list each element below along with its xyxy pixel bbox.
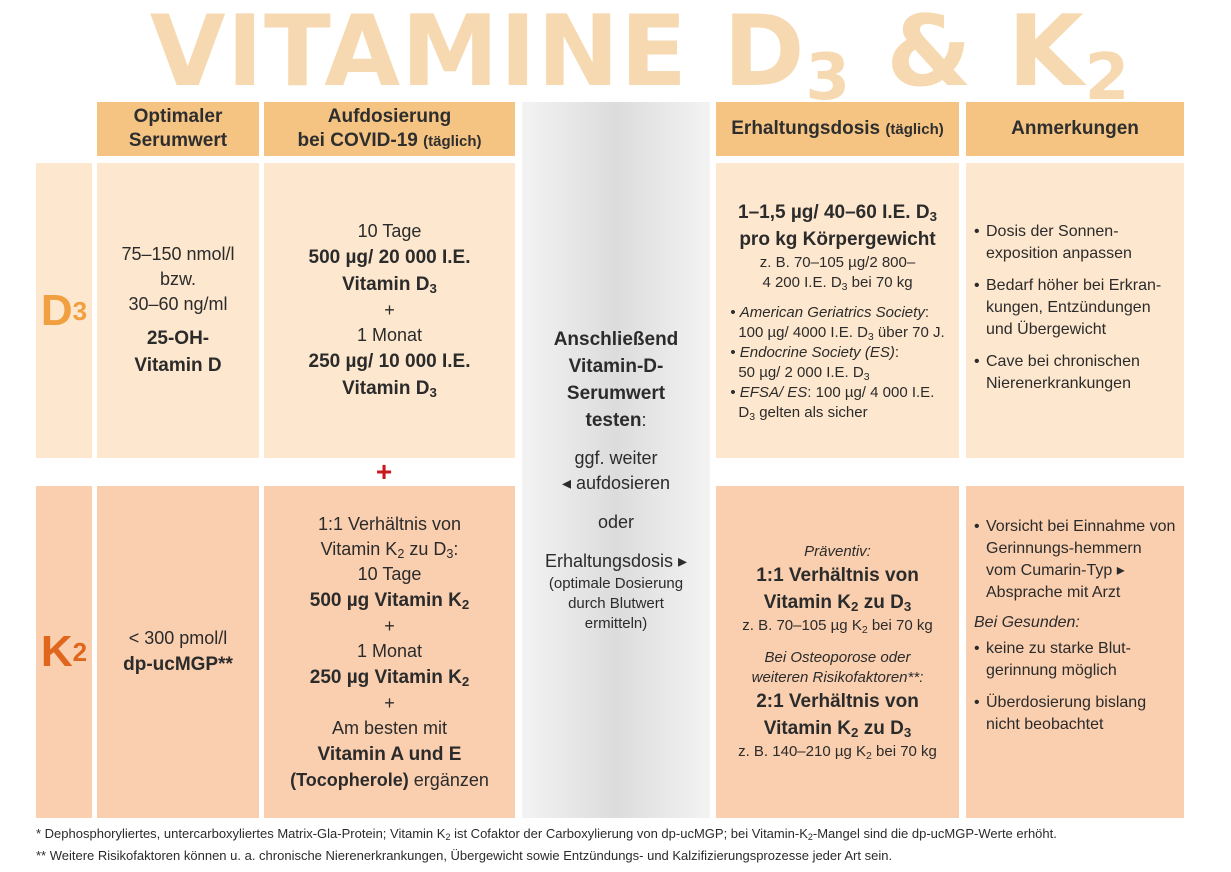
middle-line: ermitteln) — [584, 615, 648, 632]
middle-line: Serumwert — [566, 383, 666, 404]
healthy-label: Bei Gesunden: — [974, 614, 1080, 631]
middle-line: Erhaltungsdosis ▸ — [544, 551, 688, 571]
plus-icon: + — [375, 456, 393, 487]
page-title: VITAMINE D3 & K2 — [149, 0, 1131, 115]
k2-anmerkungen-cell: Vorsicht bei Einnahme von Gerinnungs-hem… — [966, 486, 1184, 818]
footnote-1: * Dephosphoryliertes, untercarboxylierte… — [36, 826, 1057, 842]
middle-line: ggf. weiter — [574, 448, 658, 468]
footnote-2: ** Weitere Risikofaktoren können u. a. c… — [36, 848, 893, 863]
d3-serumwert-cell: 75–150 nmol/l bzw. 30–60 ng/ml 25-OH- Vi… — [97, 163, 259, 458]
middle-line: ◂ aufdosieren — [561, 473, 671, 493]
middle-line: (optimale Dosierung — [548, 575, 684, 592]
header-aufdosierung: Aufdosierung bei COVID-19 (täglich) — [264, 102, 515, 156]
header-serumwert: Optimaler Serumwert — [97, 102, 259, 156]
note-item: Dosis der Sonnen-exposition anpassen — [974, 221, 1176, 265]
middle-column: Anschließend Vitamin-D- Serumwert testen… — [522, 102, 710, 818]
note-item: Bedarf höher bei Erkran-kungen, Entzündu… — [974, 275, 1176, 341]
header-erhaltungsdosis: Erhaltungsdosis (täglich) — [716, 102, 959, 156]
note-item: Überdosierung bislang nicht beobachtet — [974, 692, 1176, 736]
k2-aufdosierung-cell: 1:1 Verhältnis von Vitamin K2 zu D3: 10 … — [264, 486, 515, 818]
middle-line: oder — [597, 512, 635, 532]
header-anmerkungen: Anmerkungen — [966, 102, 1184, 156]
k2-erhaltungsdosis-cell: Präventiv: 1:1 Verhältnis von Vitamin K2… — [716, 486, 959, 818]
note-item: Vorsicht bei Einnahme von Gerinnungs-hem… — [974, 516, 1176, 604]
d3-erhaltungsdosis-cell: 1–1,5 µg/ 40–60 I.E. D3 pro kg Körpergew… — [716, 163, 959, 458]
note-item: Cave bei chronischen Nierenerkrankungen — [974, 351, 1176, 395]
d3-aufdosierung-cell: 10 Tage 500 µg/ 20 000 I.E. Vitamin D3 +… — [264, 163, 515, 458]
middle-line: Vitamin-D- — [568, 356, 664, 377]
middle-line: durch Blutwert — [568, 595, 664, 612]
middle-line: Anschließend — [553, 329, 679, 350]
d3-anmerkungen-cell: Dosis der Sonnen-exposition anpassen Bed… — [966, 163, 1184, 458]
note-item: keine zu starke Blut-gerinnung möglich — [974, 638, 1176, 682]
k2-serumwert-cell: < 300 pmol/l dp-ucMGP** — [97, 486, 259, 818]
